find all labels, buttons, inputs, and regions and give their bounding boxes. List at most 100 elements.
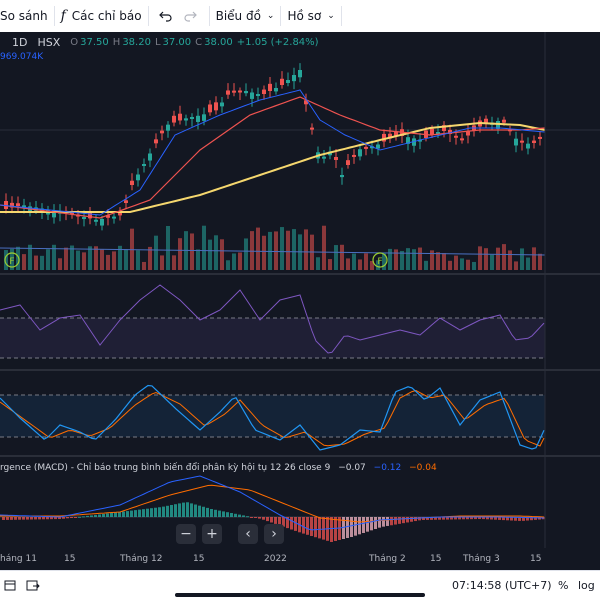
candle bbox=[52, 210, 56, 218]
top-toolbar: So sánh f Các chỉ báo Biểu đồ ⌄ Hồ sơ ⌄ bbox=[0, 0, 600, 33]
volume-bar bbox=[94, 246, 98, 270]
macd-histogram-bar bbox=[154, 507, 157, 517]
candle bbox=[100, 219, 104, 226]
macd-histogram-bar bbox=[134, 510, 137, 517]
calendar-range-icon bbox=[4, 580, 16, 591]
candle bbox=[430, 128, 434, 135]
macd-histogram-bar bbox=[242, 515, 245, 517]
candle bbox=[166, 124, 170, 131]
candle bbox=[370, 146, 374, 149]
macd-histogram-bar bbox=[94, 514, 97, 517]
macd-signal-value: −0.12 bbox=[373, 463, 402, 473]
volume-bar bbox=[244, 238, 248, 270]
candle bbox=[34, 207, 38, 211]
volume-bar bbox=[472, 261, 476, 270]
macd-histogram-bar bbox=[378, 517, 381, 528]
macd-histogram-bar bbox=[394, 517, 397, 525]
macd-histogram-bar bbox=[534, 517, 537, 520]
event-marker[interactable] bbox=[372, 252, 388, 268]
volume-bar bbox=[76, 250, 80, 270]
candle bbox=[280, 78, 284, 85]
macd-histogram-bar bbox=[474, 517, 477, 520]
volume-bar bbox=[46, 249, 50, 270]
low-label: L bbox=[154, 36, 161, 48]
undo-button[interactable] bbox=[158, 0, 173, 32]
indicators-button[interactable]: f Các chỉ báo bbox=[61, 0, 142, 32]
candle bbox=[352, 154, 356, 157]
date-range-button[interactable] bbox=[4, 579, 16, 594]
volume-bar bbox=[82, 252, 86, 270]
candle bbox=[466, 131, 470, 136]
macd-histogram-bar bbox=[226, 512, 229, 517]
indicators-label: Các chỉ báo bbox=[71, 9, 142, 23]
log-toggle[interactable]: log bbox=[578, 579, 595, 592]
scroll-right-button[interactable]: › bbox=[264, 524, 284, 544]
macd-histogram-bar bbox=[206, 507, 209, 517]
candle bbox=[262, 89, 266, 94]
percent-toggle[interactable]: % bbox=[558, 579, 569, 592]
macd-histogram-bar bbox=[110, 513, 113, 517]
candle bbox=[304, 100, 308, 105]
zoom-out-button[interactable]: − bbox=[176, 524, 196, 544]
volume-bar bbox=[190, 233, 194, 270]
macd-histogram-bar bbox=[478, 517, 481, 520]
macd-histogram-bar bbox=[114, 512, 117, 517]
volume-bar bbox=[142, 261, 146, 270]
zoom-in-button[interactable]: + bbox=[202, 524, 222, 544]
macd-histogram-bar bbox=[74, 517, 77, 518]
event-marker[interactable] bbox=[4, 252, 20, 268]
macd-histogram-bar bbox=[526, 517, 529, 521]
macd-histogram-bar bbox=[306, 517, 309, 535]
compare-button[interactable]: So sánh bbox=[0, 0, 48, 32]
candle bbox=[460, 138, 464, 141]
candle bbox=[112, 216, 116, 219]
volume-bar bbox=[208, 239, 212, 270]
macd-histogram-bar bbox=[282, 517, 285, 527]
profile-dropdown[interactable]: Hồ sơ ⌄ bbox=[287, 0, 334, 32]
chart-canvas[interactable]: F F bbox=[0, 32, 600, 570]
macd-histogram-bar bbox=[266, 517, 269, 522]
macd-histogram-bar bbox=[406, 517, 409, 523]
macd-histogram-bar bbox=[214, 509, 217, 517]
macd-histogram-bar bbox=[158, 507, 161, 517]
candle bbox=[514, 138, 518, 146]
macd-histogram-bar bbox=[358, 517, 361, 535]
volume-bar bbox=[304, 229, 308, 270]
volume-bar bbox=[406, 248, 410, 270]
macd-histogram-bar bbox=[514, 517, 517, 521]
macd-histogram-bar bbox=[2, 517, 5, 520]
volume-bar bbox=[202, 225, 206, 270]
macd-histogram-bar bbox=[322, 517, 325, 540]
scroll-left-button[interactable]: ‹ bbox=[238, 524, 258, 544]
goto-date-button[interactable] bbox=[26, 579, 40, 594]
time-axis[interactable]: háng 11 15 Tháng 12 15 2022 Tháng 2 15 T… bbox=[0, 552, 600, 568]
macd-histogram-bar bbox=[390, 517, 393, 526]
volume-bar bbox=[484, 248, 488, 270]
macd-histogram-bar bbox=[530, 517, 533, 521]
redo-button[interactable] bbox=[183, 0, 197, 32]
macd-histogram-bar bbox=[42, 517, 45, 520]
macd-histogram-bar bbox=[30, 517, 33, 520]
volume-bar bbox=[496, 247, 500, 270]
volume-bar bbox=[334, 245, 338, 270]
macd-histogram-bar bbox=[250, 517, 253, 518]
volume-bar bbox=[106, 254, 110, 270]
chart-type-dropdown[interactable]: Biểu đồ ⌄ bbox=[216, 0, 275, 32]
candle bbox=[148, 153, 152, 161]
clock-timezone[interactable]: 07:14:58 (UTC+7) bbox=[452, 579, 552, 592]
macd-histogram-bar bbox=[374, 517, 377, 529]
event-marker-label: F bbox=[9, 257, 14, 267]
macd-histogram-bar bbox=[162, 506, 165, 517]
macd-histogram-bar bbox=[182, 502, 185, 517]
volume-bar bbox=[430, 250, 434, 270]
candle bbox=[526, 143, 530, 149]
volume-bar bbox=[418, 247, 422, 270]
macd-histogram-bar bbox=[518, 517, 521, 521]
interval-label[interactable]: 1D bbox=[12, 35, 28, 49]
volume-ma-line bbox=[0, 247, 546, 256]
volume-bar bbox=[370, 261, 374, 270]
volume-bar bbox=[424, 260, 428, 270]
macd-histogram-bar bbox=[450, 517, 453, 520]
volume-bar bbox=[514, 261, 518, 270]
volume-bar bbox=[28, 244, 32, 270]
